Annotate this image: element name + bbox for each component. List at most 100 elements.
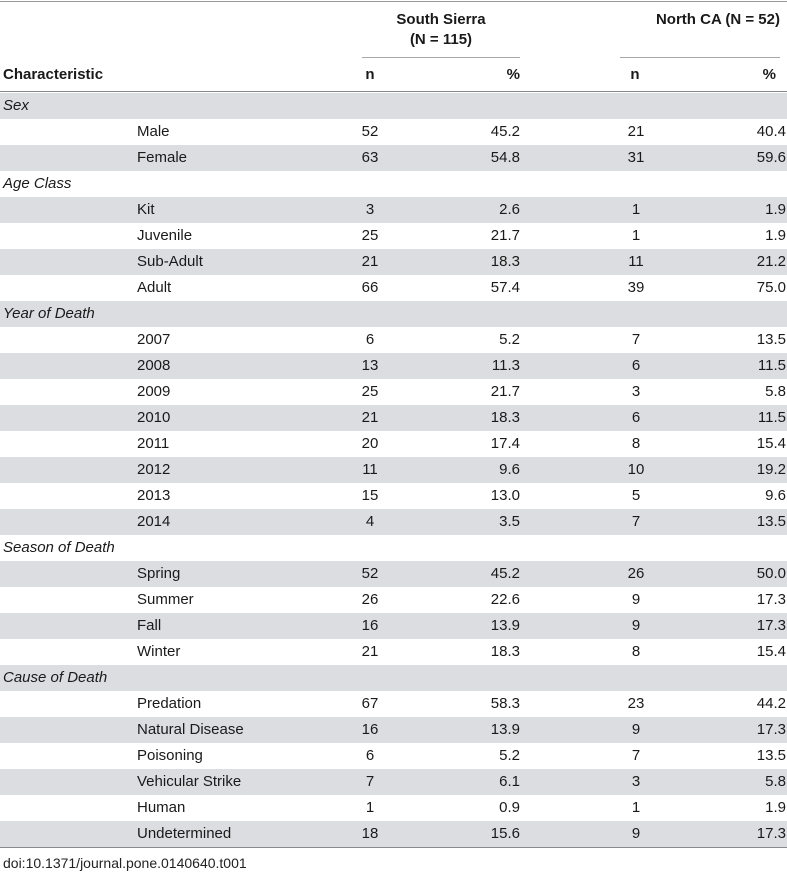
section-title: Cause of Death [3,669,108,686]
row-label: Juvenile [137,227,193,244]
cell-pct-north: 5.8 [765,383,786,400]
table-row: 2011 20 17.4 8 15.4 [0,431,787,457]
cell-pct-south: 21.7 [490,227,520,244]
row-label: Male [137,123,170,140]
cell-pct-north: 15.4 [756,643,786,660]
column-header-n-north: n [630,66,640,83]
table-bottom-rule [0,847,787,848]
table-row: Undetermined 18 15.6 9 17.3 [0,821,787,847]
section-title: Sex [3,97,29,114]
cell-pct-south: 3.5 [499,513,520,530]
cell-n-north: 7 [631,513,641,530]
cell-n-north: 9 [631,617,641,634]
cell-pct-north: 50.0 [756,565,786,582]
cell-n-north: 7 [631,331,641,348]
group-header-south-sierra-name: South Sierra [396,11,486,28]
section-title: Season of Death [3,539,115,556]
cell-pct-north: 1.9 [765,201,786,218]
cell-n-north: 1 [631,799,641,816]
cell-n-north: 10 [627,461,645,478]
table-row: Adult 66 57.4 39 75.0 [0,275,787,301]
table-row: Female 63 54.8 31 59.6 [0,145,787,171]
cell-pct-north: 13.5 [756,331,786,348]
cell-n-south: 20 [361,435,379,452]
cell-n-south: 25 [361,227,379,244]
table-row: 2009 25 21.7 3 5.8 [0,379,787,405]
cell-pct-south: 13.0 [490,487,520,504]
table-row: Human 1 0.9 1 1.9 [0,795,787,821]
cell-n-north: 9 [631,721,641,738]
row-label: Spring [137,565,181,582]
cell-pct-north: 17.3 [756,617,786,634]
cell-n-south: 3 [365,201,375,218]
cell-n-north: 21 [627,123,645,140]
cell-n-north: 11 [628,253,644,270]
cell-pct-south: 18.3 [490,409,520,426]
cell-n-south: 21 [361,643,379,660]
group-rule-north-ca [620,57,780,58]
cell-pct-north: 1.9 [765,227,786,244]
cell-pct-south: 17.4 [490,435,520,452]
row-label: 2008 [137,357,171,374]
cell-pct-north: 5.8 [765,773,786,790]
cell-n-south: 66 [361,279,379,296]
cell-n-south: 15 [361,487,379,504]
cell-pct-north: 1.9 [765,799,786,816]
table-row: Summer 26 22.6 9 17.3 [0,587,787,613]
row-label: Predation [137,695,202,712]
cell-pct-north: 11.5 [757,409,786,426]
row-label: Winter [137,643,181,660]
cell-n-south: 52 [361,123,379,140]
cell-n-north: 39 [627,279,645,296]
cell-pct-north: 17.3 [756,591,786,608]
table-row: Vehicular Strike 7 6.1 3 5.8 [0,769,787,795]
cell-n-south: 67 [361,695,379,712]
table-row: 2010 21 18.3 6 11.5 [0,405,787,431]
section-row: Cause of Death [0,665,787,691]
cell-n-north: 3 [631,773,641,790]
cell-n-north: 26 [627,565,645,582]
cell-pct-south: 45.2 [490,123,520,140]
row-label: Natural Disease [137,721,244,738]
table-row: Winter 21 18.3 8 15.4 [0,639,787,665]
row-label: Human [137,799,186,816]
row-label: 2012 [137,461,171,478]
section-title: Year of Death [3,305,95,322]
table-row: Poisoning 6 5.2 7 13.5 [0,743,787,769]
row-label: Kit [137,201,155,218]
cell-n-south: 52 [361,565,379,582]
table-row: Male 52 45.2 21 40.4 [0,119,787,145]
row-label: 2007 [137,331,171,348]
table-row: 2012 11 9.6 10 19.2 [0,457,787,483]
group-header-south-sierra: South Sierra (N = 115) [362,10,520,50]
cell-n-south: 21 [361,409,379,426]
table-row: Kit 3 2.6 1 1.9 [0,197,787,223]
column-header-pct-north: % [762,66,776,83]
row-label: 2009 [137,383,171,400]
cell-pct-north: 21.2 [756,253,786,270]
cell-pct-south: 58.3 [490,695,520,712]
table-row: Sub-Adult 21 18.3 11 21.2 [0,249,787,275]
cell-pct-south: 15.6 [490,825,520,842]
cell-n-south: 16 [361,721,379,738]
cell-n-north: 7 [631,747,641,764]
cell-n-north: 6 [631,357,641,374]
cell-n-north: 31 [627,149,645,166]
cell-pct-north: 59.6 [756,149,786,166]
table-body: Sex Male 52 45.2 21 40.4 Female 63 54.8 31 59.6 Age… [0,93,787,848]
cell-n-north: 9 [631,825,641,842]
cell-n-south: 63 [361,149,379,166]
row-label: Undetermined [137,825,232,842]
table-row: 2013 15 13.0 5 9.6 [0,483,787,509]
cell-n-south: 1 [365,799,375,816]
cell-n-north: 1 [631,201,641,218]
table-top-rule [0,1,787,2]
cell-pct-north: 9.6 [765,487,786,504]
doi-caption: doi:10.1371/journal.pone.0140640.t001 [3,855,247,871]
row-label: 2013 [137,487,171,504]
table-row: 2014 4 3.5 7 13.5 [0,509,787,535]
cell-pct-south: 18.3 [490,253,520,270]
section-title: Age Class [3,175,72,192]
row-label: Female [137,149,188,166]
cell-pct-south: 0.9 [499,799,520,816]
